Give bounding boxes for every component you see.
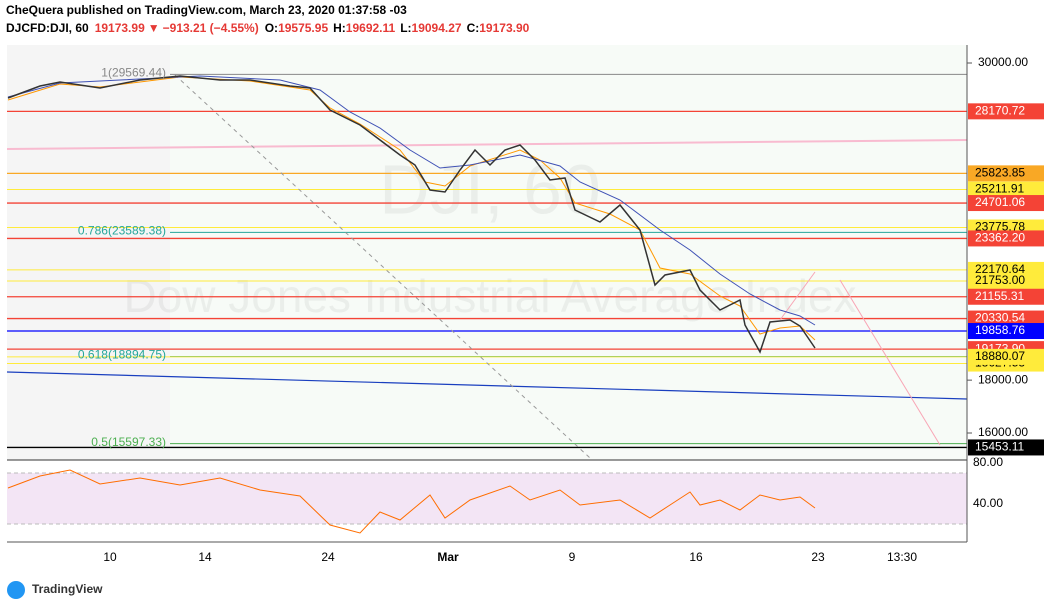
price-label: 19858.76 [975, 323, 1025, 337]
c-label: C: [467, 21, 480, 35]
price-label: 24701.06 [975, 195, 1025, 209]
price-label-bg [968, 310, 1044, 327]
arrow: ▼ [148, 21, 160, 35]
price-label-bg [968, 439, 1044, 456]
range-shade [170, 45, 967, 460]
open: 19575.95 [278, 21, 328, 35]
price-label-bg [968, 165, 1044, 182]
time-tick: 16 [689, 550, 703, 564]
time-tick: 10 [103, 550, 117, 564]
fib-label: 0.618(18894.75) [78, 348, 166, 362]
price-label-bg [968, 195, 1044, 212]
time-tick: 14 [198, 550, 212, 564]
price-label-bg [968, 103, 1044, 120]
price-label: 25823.85 [975, 166, 1025, 180]
price-tick: 18000.00 [978, 372, 1028, 386]
time-tick: 9 [569, 550, 576, 564]
high: 19692.11 [346, 21, 396, 35]
published: CheQuera published on TradingView.com, M… [6, 3, 407, 17]
h-label: H: [333, 21, 346, 35]
trend-line [6, 139, 968, 150]
price-line [7, 75, 816, 354]
l-label: L: [400, 21, 411, 35]
time-tick: Mar [437, 550, 459, 564]
change: −913.21 (−4.55%) [163, 21, 259, 35]
footer[interactable]: TradingView [32, 582, 103, 596]
price-label: 22170.64 [975, 262, 1025, 276]
fib-label: 0.786(23589.38) [78, 224, 166, 238]
range-shade-left [7, 45, 170, 460]
time-tick: 23 [811, 550, 825, 564]
symbol: DJCFD:DJI, 60 19173.99 ▼ −913.21 (−4.55%) O:… [6, 21, 530, 35]
price-label-bg [968, 288, 1044, 305]
price-label: 28170.72 [975, 104, 1025, 118]
fib-label: 1(29569.44) [101, 66, 166, 80]
price-label: 20330.54 [975, 311, 1025, 325]
time-tick: 24 [321, 550, 335, 564]
rsi-tick: 40.00 [973, 496, 1003, 510]
price-label-bg [968, 181, 1044, 198]
logo [7, 581, 25, 599]
price-label: 23775.78 [975, 220, 1025, 234]
price-label-bg [968, 230, 1044, 247]
price-label: 25211.91 [975, 182, 1024, 196]
levels [7, 73, 967, 449]
arrow-line [839, 279, 941, 446]
symbol: DJCFD:DJI, 60 [6, 21, 89, 35]
price-label-bg [968, 272, 1044, 289]
rsi-series [7, 469, 816, 534]
price-tick: 30000.00 [978, 55, 1028, 69]
rsi-band [7, 473, 967, 524]
price-tick: 16000.00 [978, 425, 1028, 439]
rsi-tick: 80.00 [973, 455, 1003, 469]
time-tick: 13:30 [887, 550, 917, 564]
close: 19173.90 [479, 21, 529, 35]
fib-label: 0.5(15597.33) [91, 435, 166, 449]
trend-line [6, 371, 968, 400]
price-label-bg [968, 348, 1044, 365]
low: 19094.27 [412, 21, 462, 35]
last: 19173.99 [95, 21, 145, 35]
fib-trend [174, 74, 591, 459]
o-label: O: [265, 21, 278, 35]
price-label: 21753.00 [975, 273, 1025, 287]
price-label: 18880.07 [975, 349, 1025, 363]
price-label-bg [968, 323, 1044, 340]
price-label: 23362.20 [975, 231, 1025, 245]
price-label: 15453.11 [975, 440, 1024, 454]
price-label: 21155.31 [975, 289, 1024, 303]
